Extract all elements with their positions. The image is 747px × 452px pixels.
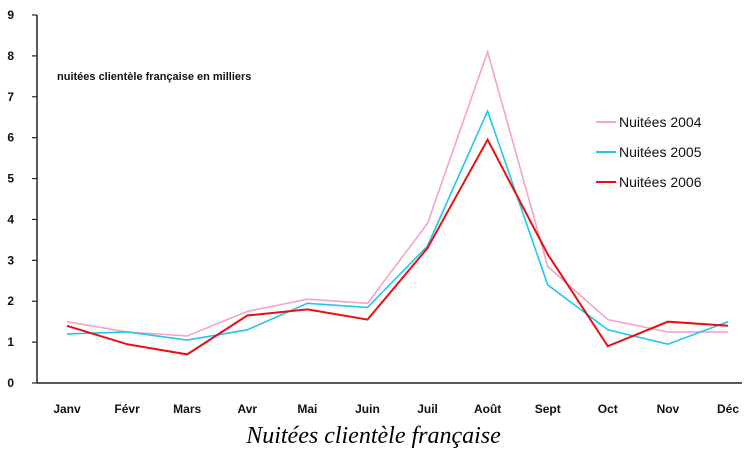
y-tick-label: 6 [7,131,14,145]
y-tick-label: 1 [7,335,14,349]
x-tick-label: Déc [717,402,739,416]
series-line-nuitées-2006 [66,137,729,356]
x-tick-label: Avr [237,402,257,416]
x-tick-label: Août [474,402,501,416]
y-tick-label: 4 [7,212,14,226]
chart-annotation: nuitées clientèle française en milliers [57,71,251,83]
x-tick-label: Sept [535,402,561,416]
chart-caption: Nuitées clientèle française [246,423,501,449]
legend: Nuitées 2004 Nuitées 2005 Nuitées 2006 [596,114,702,190]
x-tick-label: Oct [598,402,618,416]
x-tick-label: Juil [417,402,438,416]
x-tick-label: Mai [297,402,317,416]
x-tick-label: Mars [173,402,201,416]
legend-label: Nuitées 2004 [619,114,702,130]
line-chart: 0 1 2 3 4 5 6 7 8 9 Janv Févr Mars Avr Mai Juin Juil Aoû… [7,8,742,416]
y-ticks: 0 1 2 3 4 5 6 7 8 9 [7,8,37,390]
y-tick-label: 3 [7,253,14,267]
x-tick-label: Juin [355,402,380,416]
x-tick-label: Févr [114,402,140,416]
y-tick-label: 0 [7,376,14,390]
y-tick-label: 5 [7,172,14,186]
legend-label: Nuitées 2005 [619,144,702,160]
y-tick-label: 9 [7,8,14,22]
series-lines [66,49,729,356]
x-ticks: Janv Févr Mars Avr Mai Juin Juil Août Sept Oct Nov… [53,402,739,416]
x-tick-label: Janv [53,402,81,416]
x-tick-label: Nov [657,402,680,416]
y-tick-label: 8 [7,49,14,63]
series-line-nuitées-2005 [66,108,729,346]
y-tick-label: 2 [7,294,14,308]
axes [36,15,742,384]
y-tick-label: 7 [7,90,14,104]
legend-label: Nuitées 2006 [619,174,702,190]
series-line-nuitées-2004 [66,49,728,337]
